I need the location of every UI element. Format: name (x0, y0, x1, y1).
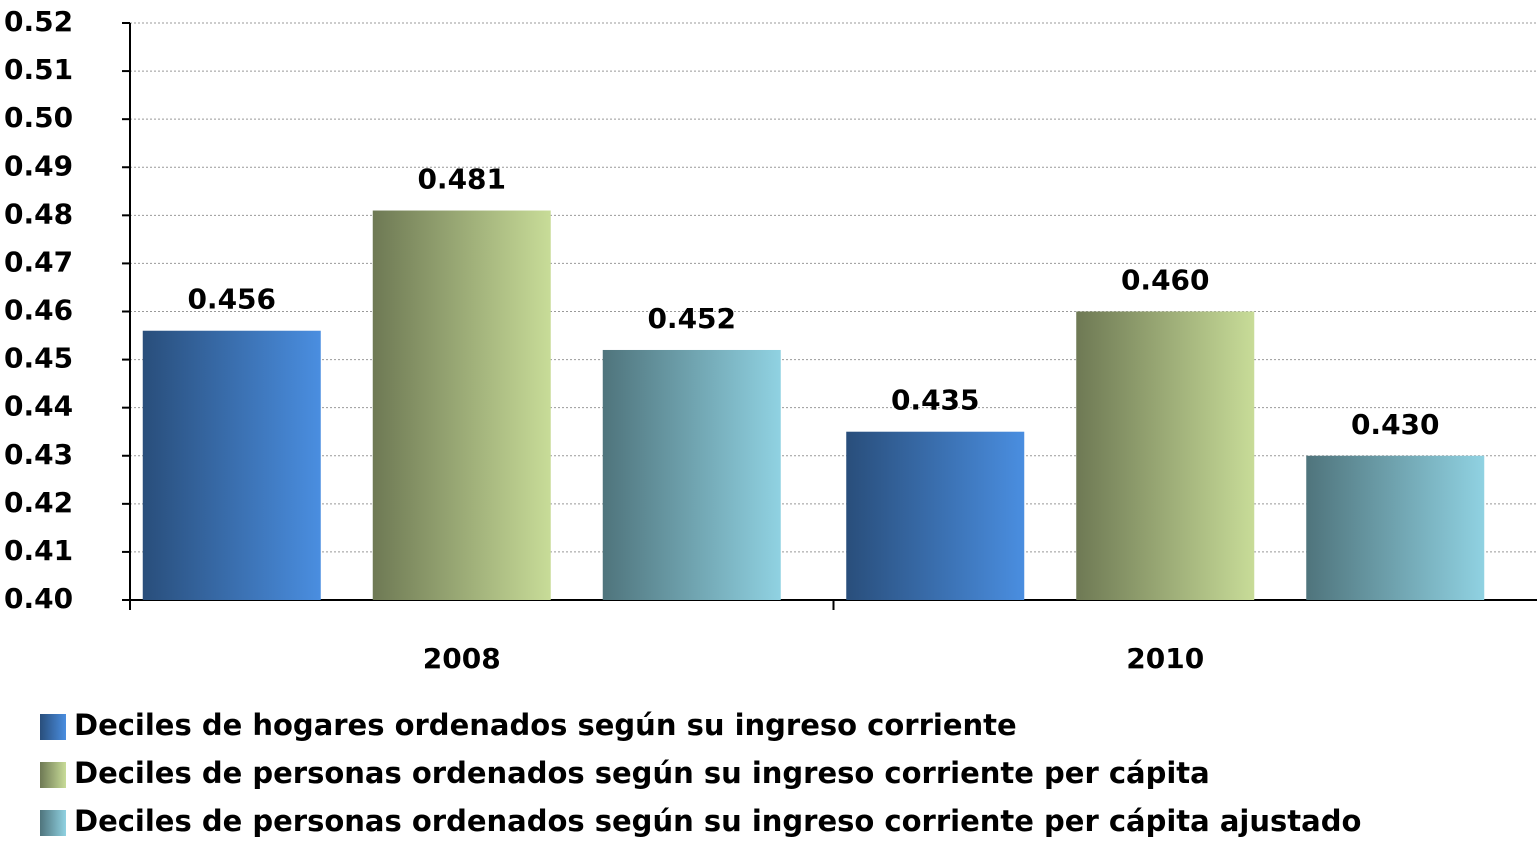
y-tick-label: 0.41 (4, 534, 73, 567)
legend-label: Deciles de hogares ordenados según su in… (74, 708, 1017, 742)
legend-label: Deciles de personas ordenados según su i… (74, 756, 1210, 790)
data-label: 0.456 (187, 283, 276, 316)
bar (142, 330, 321, 600)
y-tick-label: 0.43 (4, 438, 73, 471)
bar (1076, 311, 1255, 600)
y-tick-label: 0.50 (4, 101, 73, 134)
bar (602, 349, 781, 600)
data-label: 0.435 (891, 384, 980, 417)
y-tick-label: 0.49 (4, 149, 73, 182)
legend-label: Deciles de personas ordenados según su i… (74, 804, 1361, 838)
y-tick-label: 0.42 (4, 486, 73, 519)
bar (846, 431, 1025, 600)
y-tick-label: 0.44 (4, 390, 73, 423)
y-tick-label: 0.40 (4, 582, 73, 615)
legend-swatch (40, 714, 66, 740)
data-label: 0.452 (647, 302, 736, 335)
legend-swatch (40, 810, 66, 836)
y-tick-label: 0.47 (4, 245, 73, 278)
y-tick-label: 0.52 (4, 5, 73, 38)
x-tick-label: 2010 (1126, 642, 1204, 675)
legend-swatch (40, 762, 66, 788)
data-label: 0.481 (417, 163, 506, 196)
y-tick-label: 0.46 (4, 294, 73, 327)
data-label: 0.460 (1121, 264, 1210, 297)
y-tick-label: 0.48 (4, 197, 73, 230)
y-tick-label: 0.51 (4, 53, 73, 86)
x-tick-label: 2008 (423, 642, 501, 675)
data-label: 0.430 (1351, 408, 1440, 441)
y-tick-label: 0.45 (4, 342, 73, 375)
bar (1306, 455, 1485, 600)
bar (372, 210, 551, 600)
